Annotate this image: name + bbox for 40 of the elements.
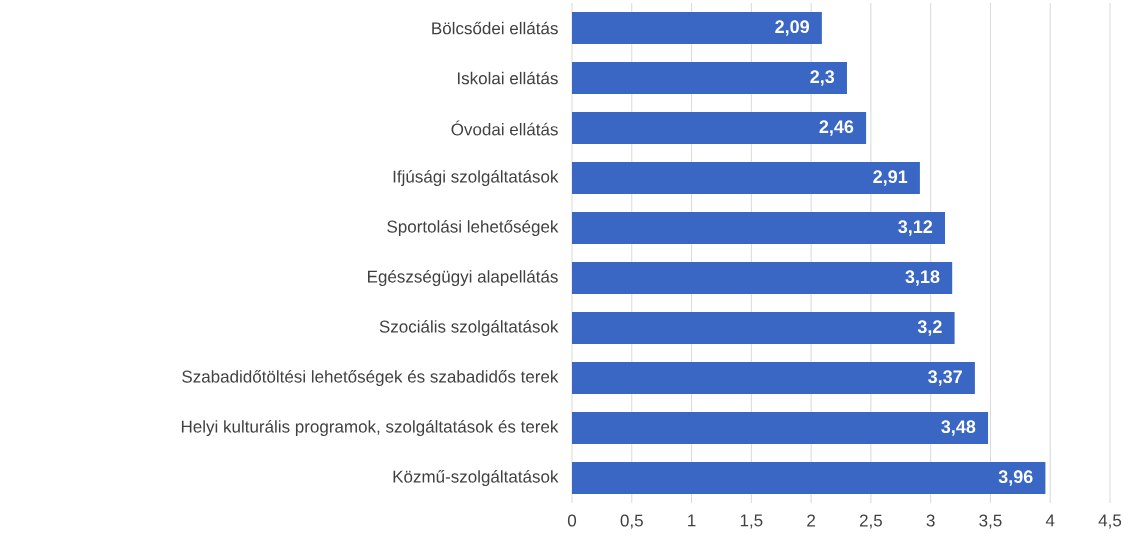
x-tick-label: 0,5 <box>620 514 643 529</box>
data-label: 3,2 <box>917 320 942 336</box>
y-tick-label: Ifjúsági szolgáltatások <box>393 169 559 187</box>
x-tick-label: 2 <box>807 514 815 527</box>
y-tick-label: Egészségügyi alapellátás <box>368 269 558 287</box>
bar <box>572 62 847 94</box>
y-tick-label: Szociális szolgáltatások <box>379 319 559 337</box>
data-label: 2,09 <box>775 20 810 36</box>
bar <box>572 412 989 444</box>
data-label: 3,12 <box>898 220 933 236</box>
x-tick-label: 3 <box>926 514 935 527</box>
x-tick-label: 4 <box>1045 514 1055 527</box>
data-label: 2,46 <box>819 120 854 136</box>
y-tick-label: Óvodai ellátás <box>451 120 558 136</box>
data-label: 3,48 <box>941 420 976 436</box>
x-tick-label: 2,5 <box>859 514 882 529</box>
bar <box>572 312 955 344</box>
bar <box>572 162 920 194</box>
data-label: 3,96 <box>998 470 1033 486</box>
y-tick-label: Helyi kulturális programok, szolgáltatások és terek <box>181 419 559 437</box>
y-tick-label: Sportolási lehetőségek <box>387 219 559 237</box>
data-label: 3,18 <box>905 270 940 286</box>
y-tick-label: Közmű-szolgáltatások <box>393 469 559 487</box>
y-tick-label: Iskolai ellátás <box>457 71 558 85</box>
data-label: 3,37 <box>928 370 962 386</box>
x-tick-label: 1 <box>688 514 696 527</box>
data-label: 2,91 <box>873 170 908 186</box>
bar <box>572 462 1046 494</box>
bar <box>572 262 953 294</box>
x-tick-label: 1,5 <box>740 514 763 529</box>
x-tick-label: 0 <box>567 514 577 527</box>
x-tick-label: 4,5 <box>1098 514 1122 529</box>
bar <box>572 112 867 144</box>
bar <box>572 212 946 244</box>
bar <box>572 11 822 44</box>
y-tick-label: Bölcsődei ellátás <box>432 21 558 35</box>
data-label: 2,3 <box>810 70 835 86</box>
x-tick-label: 3,5 <box>979 514 1002 529</box>
y-tick-label: Szabadidőtöltési lehetőségek és szabadidős terek <box>182 369 559 387</box>
bar <box>572 362 975 394</box>
